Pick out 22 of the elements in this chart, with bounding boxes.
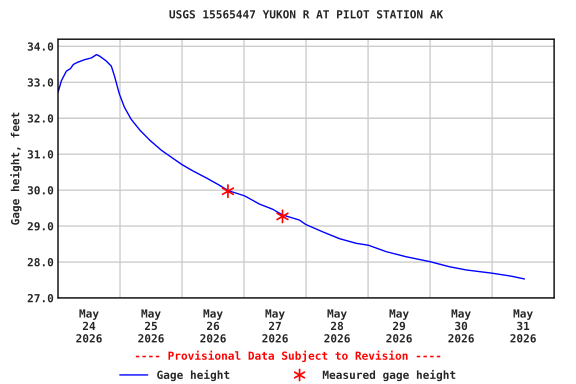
y-tick-label: 27.0	[28, 294, 54, 302]
y-tick-label: 33.0	[28, 78, 54, 87]
y-tick-label: 31.0	[28, 150, 54, 159]
y-tick-label: 34.0	[28, 42, 54, 51]
legend-label: Gage height	[157, 370, 230, 382]
y-axis-title: Gage height, feet	[10, 112, 22, 225]
x-tick-label: May 30 2026	[448, 309, 474, 343]
y-tick-label: 28.0	[28, 258, 54, 266]
x-tick-label: May 27 2026	[262, 309, 288, 343]
x-tick-label: May 29 2026	[386, 309, 412, 343]
x-tick-label: May 24 2026	[76, 309, 102, 343]
x-tick-label: May 31 2026	[510, 309, 536, 343]
legend-label: Measured gage height	[322, 370, 456, 382]
line-series	[58, 54, 526, 280]
y-tick-label: 30.0	[28, 186, 54, 195]
x-tick-label: May 26 2026	[200, 309, 226, 343]
y-tick-label: 32.0	[28, 114, 54, 123]
x-tick-label: May 25 2026	[138, 309, 164, 343]
x-tick-label: May 28 2026	[324, 309, 350, 343]
text: ---- Provisional Data Subject to Revision ----	[136, 350, 440, 362]
y-tick-label: 29.0	[28, 222, 54, 231]
chart-title: USGS 15565447 YUKON R AT PILOT STATION AK	[170, 10, 444, 19]
